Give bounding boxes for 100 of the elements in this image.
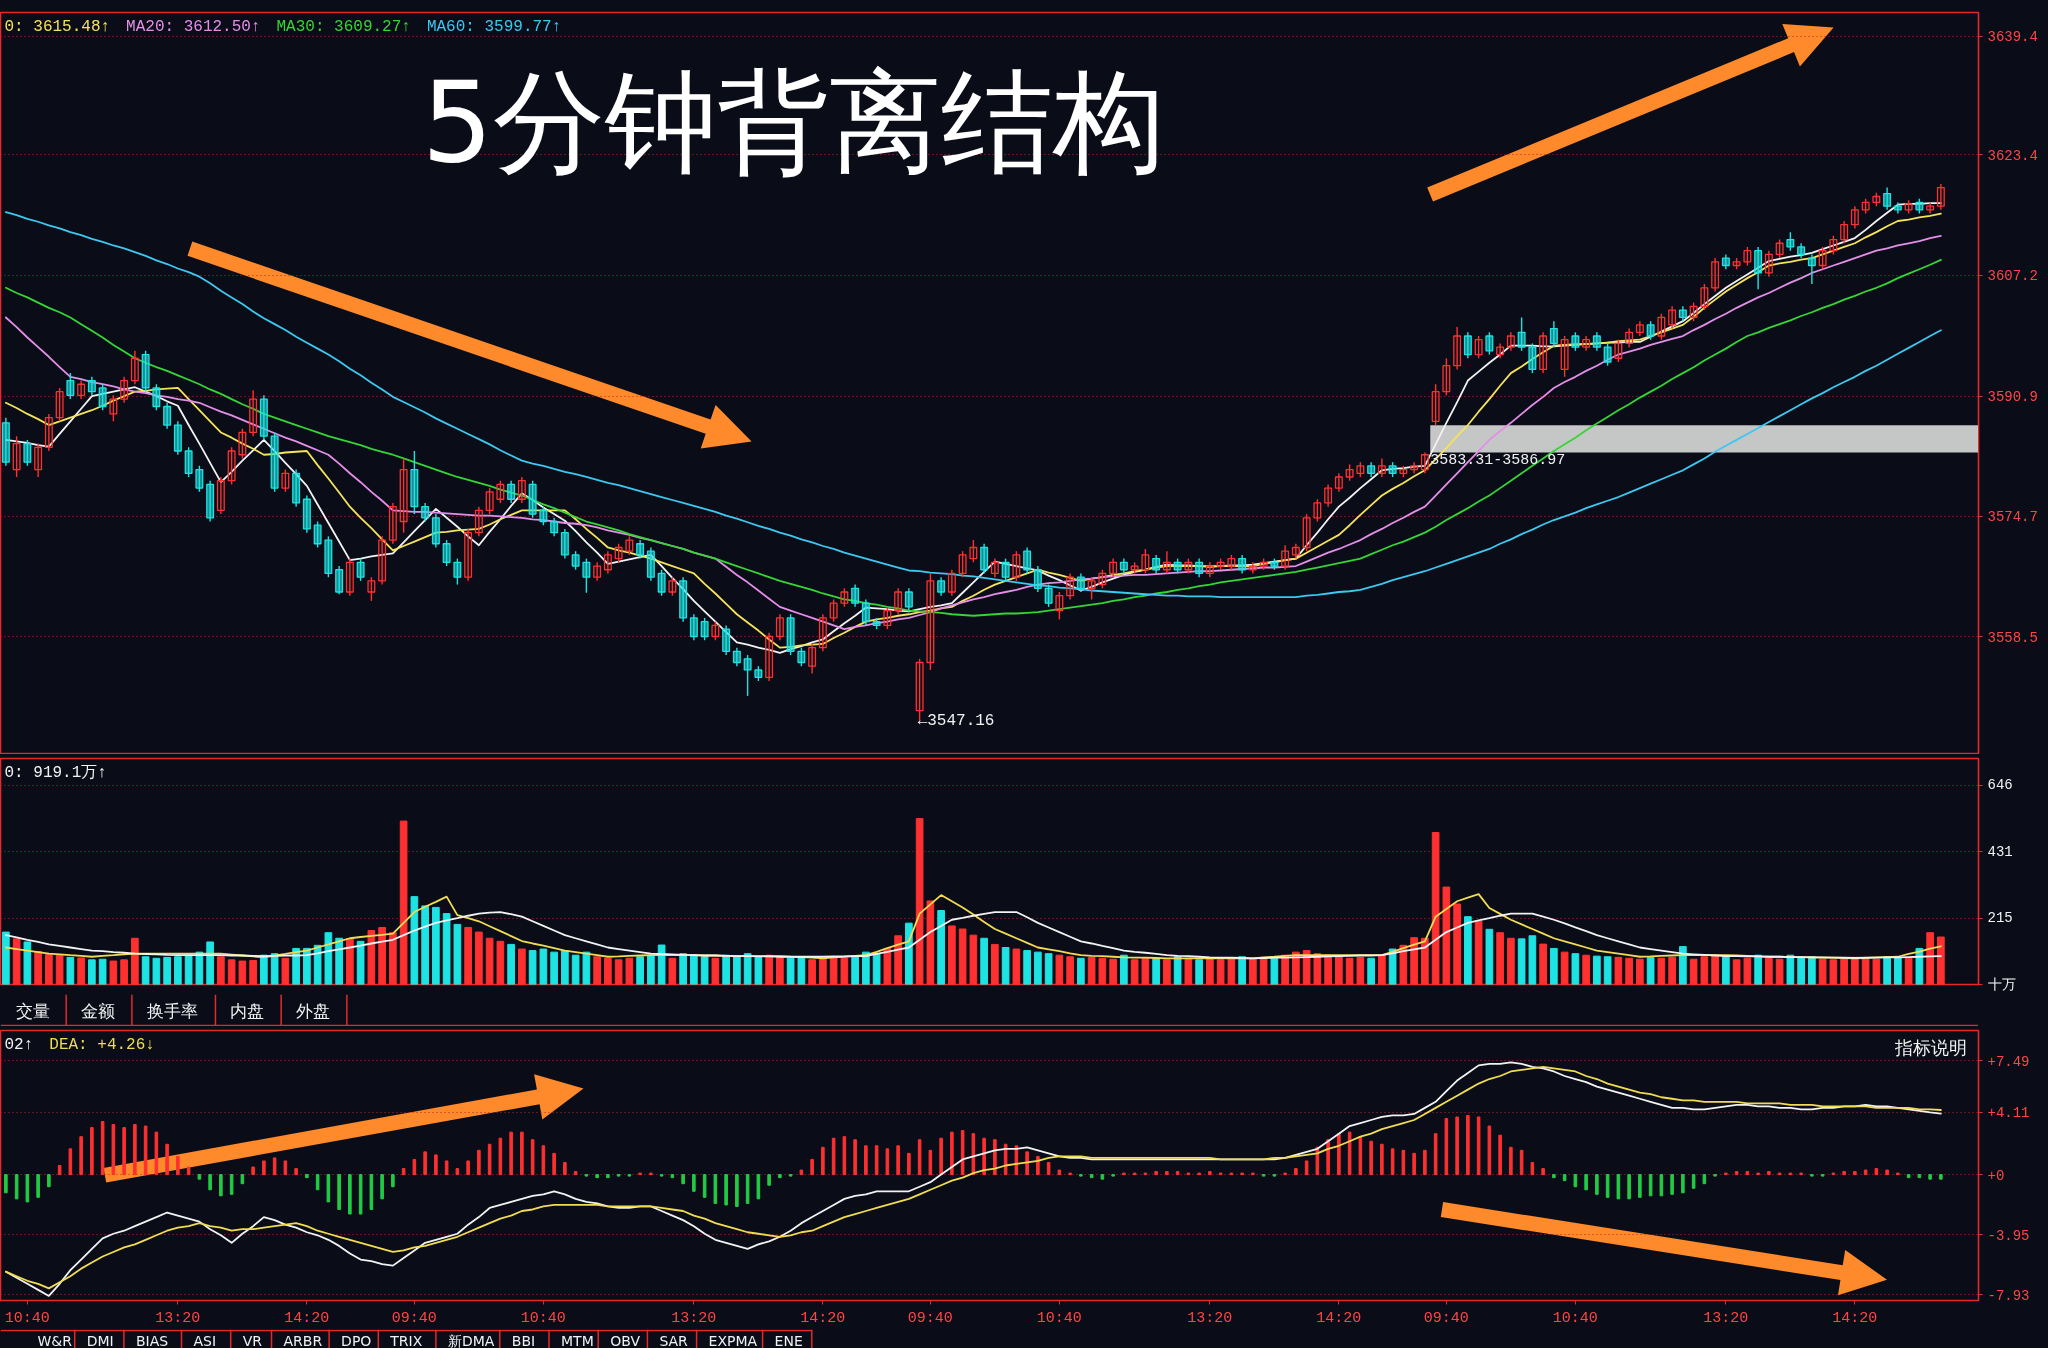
bar [315,1174,320,1191]
bar [1046,1161,1051,1176]
x-tick-label: 10:40 [4,1309,50,1327]
bar [713,1174,718,1204]
bar [1087,956,1096,985]
bar [68,1148,73,1176]
candlestick [636,539,645,560]
bar [1732,959,1741,985]
candlestick [1893,201,1902,215]
bar [1401,1149,1406,1176]
bar [1466,1114,1470,1176]
bar [1584,1174,1588,1191]
bar [1378,954,1386,985]
candlestick [410,450,419,515]
bar [1238,956,1246,985]
candlestick [302,494,311,534]
bar [1808,956,1816,985]
candlestick [378,535,387,586]
bar [1711,954,1719,985]
bar [883,947,892,985]
bar [1421,937,1429,985]
candlestick [55,387,64,423]
bar [1423,1149,1427,1176]
chart-title: 5分钟背离结构 [421,56,1166,187]
bar [561,950,569,985]
bar [1498,1134,1502,1176]
candlestick [1582,335,1591,352]
candlestick [539,505,548,526]
bar [735,1174,739,1207]
candlestick [335,565,344,595]
bar [79,1136,83,1176]
bar [1767,1171,1771,1176]
candlestick [1023,546,1032,575]
bar [1928,1174,1932,1180]
bar [1227,958,1236,985]
bar [765,954,773,985]
candlestick [216,476,225,515]
bar [335,937,343,985]
candlestick [1657,313,1666,341]
bar [34,951,42,985]
bar [1259,956,1268,985]
text: 金额 [81,1000,116,1021]
bar [380,1174,384,1200]
candlestick [851,583,860,608]
bar [1560,951,1569,985]
bar [348,1174,352,1215]
bar [1786,954,1795,985]
text: MA30: 3609.27↑ [276,17,411,36]
candlestick [1205,561,1214,578]
bar [1431,832,1440,985]
candlestick [861,598,870,627]
bar [840,957,849,985]
candlestick [743,654,752,697]
bar [1175,1171,1180,1176]
candlestick [990,557,999,578]
annotation: ←3547.16 [917,711,995,730]
candlestick [1453,326,1462,371]
bar [509,1131,513,1176]
bar [1358,1136,1363,1176]
bar [152,957,161,985]
bar [143,1125,148,1176]
bar [1163,959,1171,985]
bar [1863,1169,1868,1176]
bar [915,818,924,985]
bar [1120,954,1128,985]
candlestick [1743,246,1752,267]
candlestick [700,617,709,641]
x-tick-label: 10:40 [520,1309,566,1327]
candlestick [1700,283,1709,311]
candlestick [1377,457,1386,478]
candlestick [259,394,268,441]
bar [1109,958,1117,985]
candlestick [1033,565,1042,593]
bar [1595,1174,1599,1195]
bar [1335,956,1343,985]
candlestick [44,413,53,452]
bar [1208,1171,1212,1176]
candlestick [1109,557,1118,578]
candlestick [1506,331,1515,352]
y-tick-label: 431 [1987,843,2013,860]
candlestick [829,598,838,623]
bar [776,956,784,985]
bar [1476,1116,1481,1176]
bar [412,1158,417,1176]
bar [391,1174,395,1188]
bar [1464,916,1472,985]
candlestick [786,613,795,656]
candlestick [399,457,408,534]
candlestick [1119,557,1128,575]
bar [1657,957,1666,985]
bar [872,953,881,985]
bar [1853,1171,1857,1176]
y-tick-label: 646 [1987,777,2013,794]
bar [378,926,386,985]
bar [1356,956,1365,985]
candlestick [1463,331,1472,359]
bar [464,926,472,985]
bar [917,1139,922,1176]
candlestick [1474,335,1483,359]
bar [1646,956,1655,985]
